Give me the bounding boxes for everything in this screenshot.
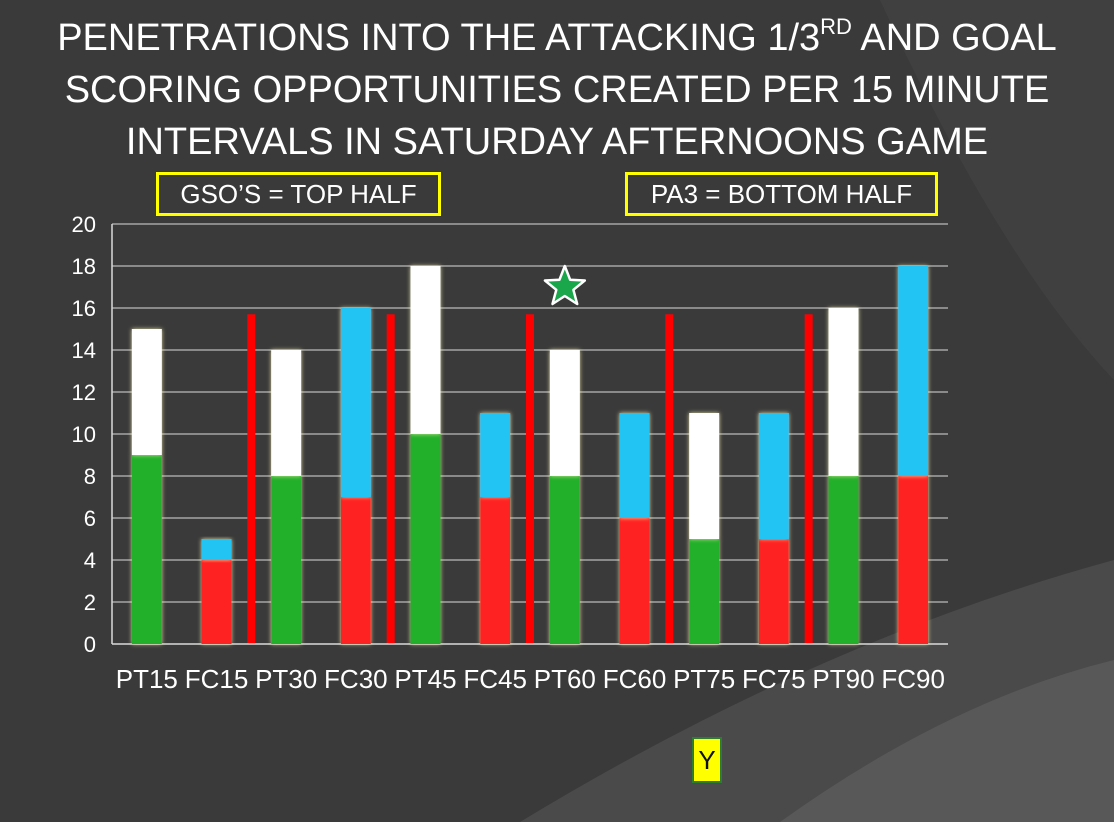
bar-top-fc60: [619, 413, 650, 518]
y-tick-label: 16: [72, 296, 96, 321]
bar-top-fc15: [201, 539, 232, 560]
bar-bottom-fc45: [480, 497, 511, 644]
x-tick-label: PT15: [116, 664, 178, 694]
separator-line: [804, 314, 813, 643]
x-tick-label: FC15: [185, 664, 249, 694]
legend-gso-top-half: GSO’S = TOP HALF: [156, 172, 441, 216]
y-tick-label: 14: [72, 338, 96, 363]
bar-top-pt30: [271, 350, 302, 476]
legend-pa3-bottom-half: PA3 = BOTTOM HALF: [625, 172, 938, 216]
title-line-2: SCORING OPPORTUNITIES CREATED PER 15 MIN…: [64, 69, 1050, 111]
y-tick-label: 6: [84, 506, 96, 531]
y-tick-label: 18: [72, 254, 96, 279]
bar-top-pt15: [131, 329, 162, 455]
y-tick-label: 10: [72, 422, 96, 447]
bar-bottom-pt15: [131, 455, 162, 644]
bars: [131, 266, 929, 644]
x-tick-label: FC30: [324, 664, 388, 694]
bar-bottom-fc30: [340, 497, 371, 644]
x-tick-label: FC75: [742, 664, 806, 694]
y-tick-label: 4: [84, 548, 96, 573]
bar-bottom-fc90: [898, 476, 929, 644]
bar-bottom-pt75: [689, 539, 720, 644]
bar-bottom-pt30: [271, 476, 302, 644]
bar-top-pt45: [410, 266, 441, 434]
bar-top-pt60: [549, 350, 580, 476]
star-icon: [543, 264, 587, 306]
x-tick-label: PT30: [255, 664, 317, 694]
bar-top-fc75: [758, 413, 789, 539]
bar-top-fc30: [340, 308, 371, 497]
bar-bottom-fc75: [758, 539, 789, 644]
title-line-3: INTERVALS IN SATURDAY AFTERNOONS GAME: [125, 121, 989, 163]
separator-line: [665, 314, 674, 643]
y-tick-label: 0: [84, 632, 96, 657]
y-tick-label: 20: [72, 212, 96, 237]
axes: [111, 224, 948, 645]
separator-line: [386, 314, 395, 643]
x-tick-label: FC90: [881, 664, 945, 694]
x-tick-label: FC60: [603, 664, 667, 694]
x-tick-label: PT45: [394, 664, 456, 694]
bar-bottom-pt90: [828, 476, 859, 644]
y-tick-label: 12: [72, 380, 96, 405]
x-tick-label: PT75: [673, 664, 735, 694]
slide-title: PENETRATIONS INTO THE ATTACKING 1/3RD AN…: [20, 12, 1094, 168]
y-badge: Y: [692, 737, 722, 783]
title-line-1: PENETRATIONS INTO THE ATTACKING 1/3RD AN…: [57, 14, 1057, 60]
bar-top-fc90: [898, 266, 929, 476]
bar-top-pt90: [828, 308, 859, 476]
bar-bottom-fc60: [619, 518, 650, 644]
background-curve-light: [780, 660, 1114, 822]
bar-top-fc45: [480, 413, 511, 497]
axis-labels: 0 2 4 6 8 10 12 14 16 18 20 PT15 FC15 PT30 FC30 PT45 FC4…: [72, 212, 945, 694]
bar-bottom-pt60: [549, 476, 580, 644]
separator-line: [247, 314, 256, 643]
y-tick-label: 8: [84, 464, 96, 489]
x-tick-label: PT60: [534, 664, 596, 694]
background-curve-top: [880, 0, 1114, 380]
bar-top-pt75: [689, 413, 720, 539]
bar-bottom-fc15: [201, 560, 232, 644]
y-tick-label: 2: [84, 590, 96, 615]
x-tick-label: FC45: [463, 664, 527, 694]
bar-bottom-pt45: [410, 434, 441, 644]
separator-line: [526, 314, 534, 643]
markers: [543, 264, 587, 306]
x-tick-label: PT90: [812, 664, 874, 694]
separator-lines: [247, 314, 813, 643]
